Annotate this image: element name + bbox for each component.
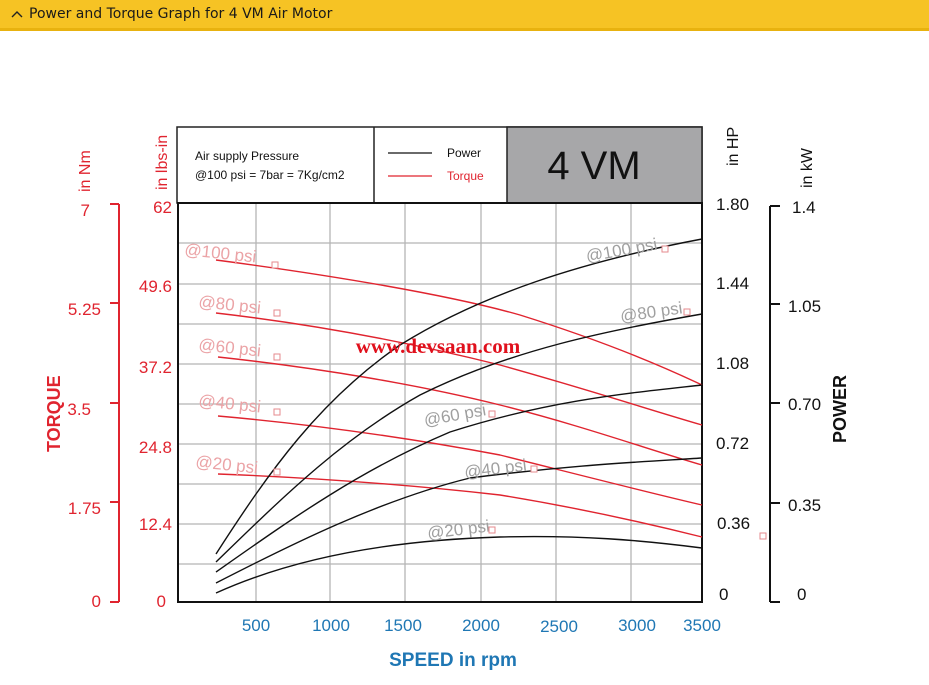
power-label-60psi: @60 psi (422, 400, 487, 430)
x-tick-1500: 1500 (384, 616, 422, 635)
torque-curves (215, 259, 703, 538)
kw-tick-1.4: 1.4 (792, 198, 816, 217)
nm-unit-label: in Nm (77, 150, 94, 192)
kw-tick-1.05: 1.05 (788, 297, 821, 316)
hp-tick-0: 0 (719, 585, 728, 604)
lbs-tick-0: 0 (157, 592, 166, 611)
supply-pressure-value: @100 psi = 7bar = 7Kg/cm2 (195, 168, 345, 182)
torque-axis-title: TORQUE (44, 375, 64, 452)
hp-tick-1.08: 1.08 (716, 354, 749, 373)
torque-curve-20psi (217, 473, 703, 538)
x-tick-2000: 2000 (462, 616, 500, 635)
power-curves (215, 238, 703, 594)
power-label-40psi: @40 psi (463, 455, 527, 481)
model-label: 4 VM (547, 144, 640, 188)
torque-curve-100psi (215, 259, 703, 386)
x-tick-3000: 3000 (618, 616, 656, 635)
x-axis: 500 1000 1500 2000 2500 3000 3500 SPEED … (242, 616, 721, 671)
torque-curve-60psi (217, 356, 703, 466)
power-curve-labels: @100 psi @80 psi @60 psi @40 psi @20 psi (422, 235, 683, 543)
left-axes: 7 5.25 3.5 1.75 0 62 49.6 37.2 24.8 12.4… (44, 135, 172, 611)
nm-tick-1.75: 1.75 (68, 499, 101, 518)
lbs-unit-label: in lbs-in (154, 135, 171, 190)
lbs-tick-49.6: 49.6 (139, 277, 172, 296)
kw-tick-0.35: 0.35 (788, 496, 821, 515)
torque-curve-40psi (217, 415, 703, 506)
torque-label-60psi: @60 psi (198, 335, 262, 360)
legend-box: Air supply Pressure @100 psi = 7bar = 7K… (176, 126, 703, 204)
section-title: Power and Torque Graph for 4 VM Air Moto… (29, 6, 333, 22)
kw-tick-0.70: 0.70 (788, 395, 821, 414)
hp-tick-0.72: 0.72 (716, 434, 749, 453)
power-axis-title: POWER (830, 375, 850, 443)
hp-tick-1.80: 1.80 (716, 195, 749, 214)
torque-label-20psi: @20 psi (195, 452, 259, 477)
supply-pressure-label: Air supply Pressure (195, 149, 299, 163)
nm-tick-5.25: 5.25 (68, 300, 101, 319)
torque-label-80psi: @80 psi (198, 292, 262, 317)
kw-tick-0: 0 (797, 585, 806, 604)
x-tick-2500: 2500 (540, 617, 578, 636)
lbs-tick-24.8: 24.8 (139, 438, 172, 457)
power-curve-60psi (215, 384, 703, 573)
power-curve-100psi (215, 238, 703, 555)
torque-curve-80psi (215, 312, 703, 426)
torque-curve-labels: @100 psi @80 psi @60 psi @40 psi @20 psi (184, 240, 262, 477)
torque-label-40psi: @40 psi (198, 391, 262, 416)
power-curve-80psi (215, 313, 703, 563)
section-header[interactable]: Power and Torque Graph for 4 VM Air Moto… (0, 0, 929, 31)
power-curve-40psi (215, 457, 703, 584)
hp-tick-1.44: 1.44 (716, 274, 749, 293)
x-tick-500: 500 (242, 616, 270, 635)
power-label-80psi: @80 psi (619, 298, 684, 326)
lbs-tick-12.4: 12.4 (139, 515, 172, 534)
x-tick-1000: 1000 (312, 616, 350, 635)
nm-tick-3.5: 3.5 (67, 400, 91, 419)
nm-tick-7: 7 (81, 201, 90, 220)
hp-tick-0.36: 0.36 (717, 514, 750, 533)
x-tick-3500: 3500 (683, 616, 721, 635)
plot-frame (177, 202, 703, 603)
nm-tick-0: 0 (92, 592, 101, 611)
hp-unit-label: in HP (725, 127, 742, 166)
torque-legend-label: Torque (447, 169, 484, 183)
lbs-tick-37.2: 37.2 (139, 358, 172, 377)
curve-markers (271, 245, 767, 540)
power-curve-20psi (215, 535, 703, 594)
torque-label-100psi: @100 psi (184, 240, 258, 266)
right-axes: 1.80 1.44 1.08 0.72 0.36 0 1.4 1.05 0.70… (716, 127, 850, 604)
kw-unit-label: in kW (799, 147, 816, 188)
watermark: www.devsaan.com (356, 334, 521, 358)
power-legend-label: Power (447, 146, 481, 160)
chevron-up-icon[interactable] (9, 6, 25, 22)
x-axis-title: SPEED in rpm (389, 650, 517, 671)
power-label-100psi: @100 psi (584, 235, 658, 266)
lbs-tick-62: 62 (153, 198, 172, 217)
